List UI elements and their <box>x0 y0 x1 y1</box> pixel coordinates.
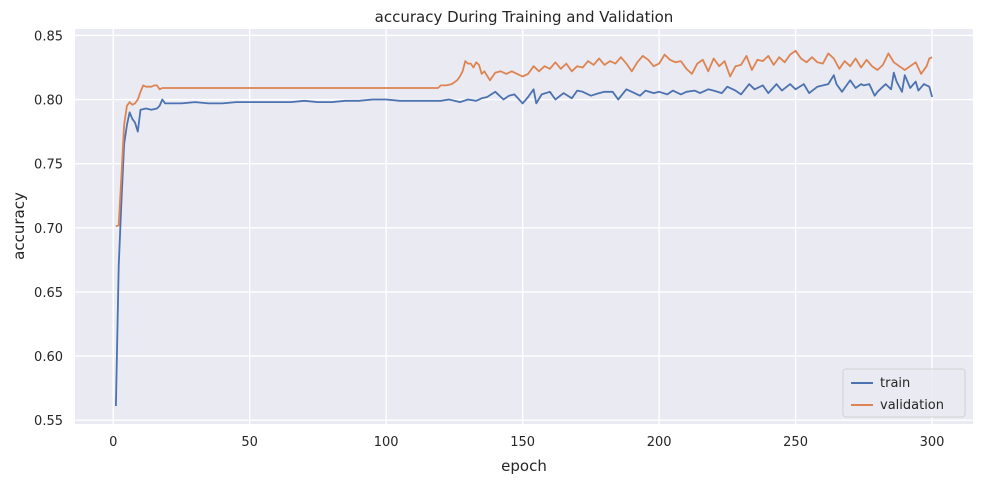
grid-lines <box>75 29 973 424</box>
y-axis-label: accuracy <box>10 192 28 260</box>
y-tick-label: 0.55 <box>34 414 63 429</box>
legend-box <box>842 368 966 418</box>
series-line-train <box>115 71 933 407</box>
x-tick-label: 0 <box>109 435 117 450</box>
x-tick-label: 100 <box>374 435 399 450</box>
x-tick-label: 250 <box>783 435 808 450</box>
y-tick-label: 0.80 <box>34 94 63 109</box>
series-lines <box>115 49 933 407</box>
tick-labels: 0 50 100 150 200 250 300 0.55 0.60 0.65 0.70 0.75 0.… <box>34 29 944 450</box>
y-tick-label: 0.70 <box>34 222 63 237</box>
y-tick-label: 0.60 <box>34 350 63 365</box>
chart-title: accuracy During Training and Validation <box>375 8 674 26</box>
series-line-validation <box>115 49 933 228</box>
x-tick-label: 300 <box>920 435 945 450</box>
x-tick-label: 200 <box>647 435 672 450</box>
legend-label-validation: validation <box>880 398 944 413</box>
legend-label-train: train <box>880 376 910 391</box>
plot-background <box>75 29 973 424</box>
x-tick-label: 150 <box>510 435 535 450</box>
y-tick-label: 0.75 <box>34 158 63 173</box>
y-tick-label: 0.65 <box>34 286 63 301</box>
x-axis-label: epoch <box>501 457 547 475</box>
y-tick-label: 0.85 <box>34 29 63 44</box>
x-tick-label: 50 <box>241 435 258 450</box>
legend: train validation <box>842 368 966 418</box>
